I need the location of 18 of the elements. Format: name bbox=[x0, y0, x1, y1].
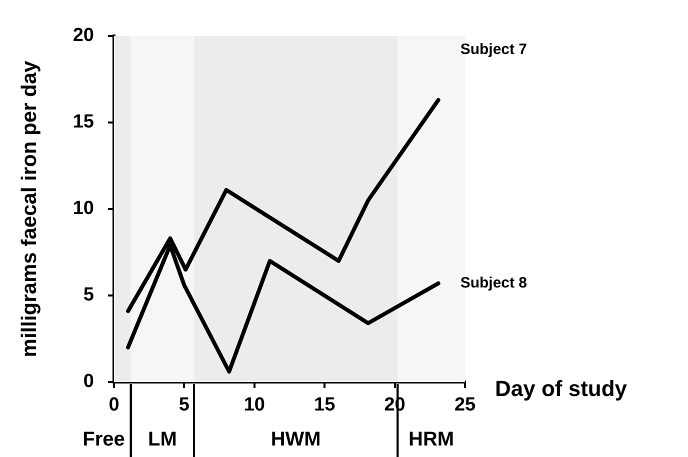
series-label: Subject 8 bbox=[460, 274, 528, 292]
band-label: HRM bbox=[408, 428, 454, 451]
y-tick-label: 15 bbox=[72, 112, 94, 133]
x-tick-label: 10 bbox=[244, 394, 265, 416]
band-label: HWM bbox=[270, 428, 321, 451]
x-tick-label: 15 bbox=[314, 394, 336, 416]
x-axis-title: Day of study bbox=[495, 376, 628, 402]
band-label: LM bbox=[148, 428, 177, 451]
y-tick-label: 10 bbox=[72, 198, 94, 220]
text: Subject 7 bbox=[460, 41, 528, 58]
y-tick-label: 5 bbox=[83, 284, 94, 306]
band-label: Free bbox=[82, 428, 125, 451]
y-axis-title: milligrams faecal iron per day bbox=[18, 60, 41, 358]
y-tick-label: 20 bbox=[72, 25, 94, 46]
y-tick-label: 0 bbox=[83, 371, 94, 392]
x-tick-label: 25 bbox=[454, 394, 476, 416]
x-tick-label: 5 bbox=[178, 394, 190, 416]
x-tick-label: 0 bbox=[108, 394, 120, 416]
